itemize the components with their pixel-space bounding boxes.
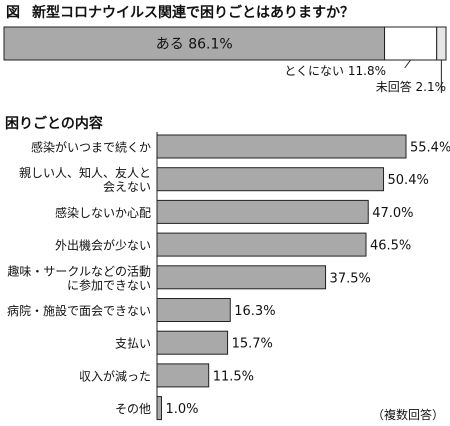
category-label-7: 支払い [115,337,151,351]
footnote: （複数回答） [371,408,444,422]
stacked-segment-1 [3,26,386,61]
bar-9 [156,396,162,421]
figure-label: 図 [6,5,20,21]
chart-title: 図新型コロナウイルス関連で困りごとはありますか？ [6,2,354,22]
bar-3 [156,199,369,224]
category-label-5-line-1: 趣味・サークルなどの活動 [7,263,151,278]
stacked-leader-2 [404,59,412,69]
category-label-6: 病院・施設で面会できない [7,303,151,318]
category-label-2-line-2: 会えない [103,180,151,194]
bar-value-1: 55.4% [410,141,450,156]
bar-value-5: 37.5% [330,271,371,286]
category-label-4: 外出機会が少ない [55,238,151,253]
category-label-9: その他 [115,402,151,416]
stacked-label-2: とくにない 11.8% [284,64,386,78]
bar-value-6: 16.3% [234,304,275,319]
bar-7 [156,330,229,355]
bar-value-8: 11.5% [213,369,254,384]
bar-value-7: 15.7% [232,337,273,352]
section-title: 困りごとの内容 [5,116,103,132]
category-label-8: 収入が減った [79,368,151,383]
bar-5 [156,265,327,290]
bar-4 [156,232,367,257]
stacked-segment-2 [384,26,438,61]
figure-title: 新型コロナウイルス関連で困りごとはありますか？ [32,5,354,21]
bar-value-9: 1.0% [165,402,198,417]
bar-value-2: 50.4% [388,173,429,188]
bar-1 [156,134,407,159]
bar-value-4: 46.5% [370,239,411,254]
stacked-label-3: 未回答 2.1% [376,79,446,94]
category-label-2-line-1: 親しい人、知人、友人と [19,166,151,180]
bar-2 [156,167,385,192]
stacked-segment-3 [436,26,447,61]
bar-6 [156,298,231,322]
stacked-label-1: ある 86.1% [156,37,233,53]
category-label-3: 感染しないか心配 [55,205,151,220]
category-label-5-line-2: に参加できない [67,277,151,292]
bar-value-3: 47.0% [372,206,413,221]
bar-8 [156,363,210,388]
category-label-1: 感染がいつまで続くか [31,140,151,155]
